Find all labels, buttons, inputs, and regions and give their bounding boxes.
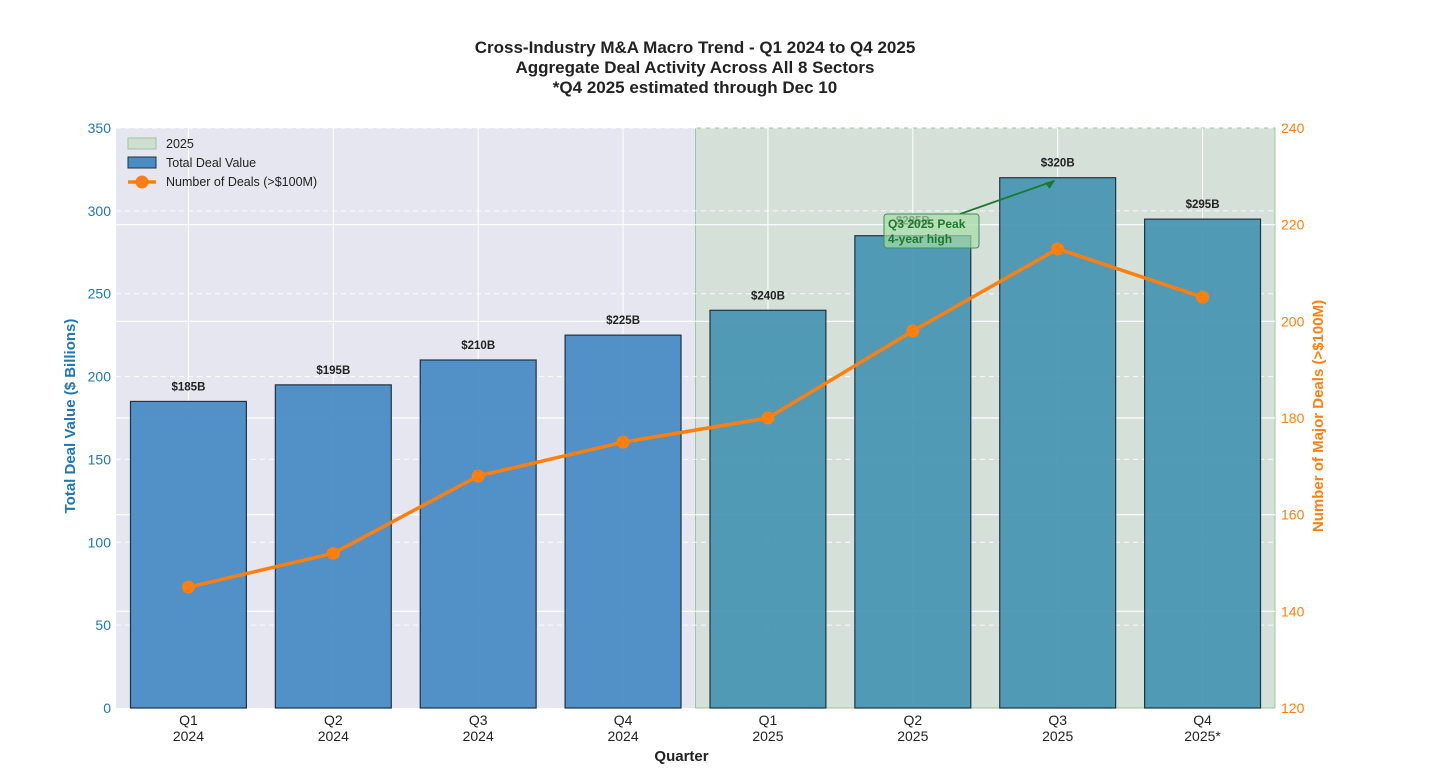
legend-label: Total Deal Value [166, 156, 256, 170]
legend-label: Number of Deals (>$100M) [166, 175, 317, 189]
deals-point-3 [471, 469, 485, 483]
annotation-arrow-line [959, 179, 1055, 215]
deals-point-8 [1196, 290, 1210, 304]
x-tick-label: 2025 [1042, 728, 1073, 744]
chart-subtitle-line: Aggregate Deal Activity Across All 8 Sec… [515, 58, 875, 77]
x-tick-label: Q4 [614, 712, 633, 728]
x-tick-label: Q1 [759, 712, 778, 728]
bar-3 [419, 359, 537, 709]
bar-6 [854, 235, 972, 709]
bar-value-label: $320B [1041, 158, 1075, 170]
x-tick-label: 2024 [607, 728, 638, 744]
bar-5 [709, 309, 827, 709]
y2-tick-label: 200 [1281, 313, 1305, 329]
legend-swatch-2025 [127, 137, 157, 150]
y-tick-label: 350 [88, 120, 112, 136]
bar-value-label: $240B [751, 290, 785, 302]
y-tick-label: 100 [88, 534, 112, 550]
y-tick-label: 300 [88, 203, 112, 219]
x-tick-label: 2025 [752, 728, 783, 744]
bar-value-label: $195B [316, 365, 350, 377]
x-tick-label: Q3 [1048, 712, 1067, 728]
annotation-arrow-head [1044, 180, 1055, 189]
y2-tick-label: 220 [1281, 217, 1305, 233]
x-tick-label: Q3 [469, 712, 488, 728]
bar-value-label: $295B [1186, 199, 1220, 211]
bar-7 [999, 177, 1117, 709]
legend-label: 2025 [166, 137, 194, 151]
y-tick-label: 150 [88, 451, 112, 467]
bar-value-label: $210B [461, 340, 495, 352]
bar-1 [129, 400, 247, 709]
y2-tick-label: 160 [1281, 507, 1305, 523]
y2-tick-label: 140 [1281, 603, 1305, 619]
deals-point-7 [1051, 242, 1065, 256]
deals-point-1 [181, 580, 195, 594]
y2-axis-label: Number of Major Deals (>$100M) [1310, 300, 1327, 532]
chart-note-line: *Q4 2025 estimated through Dec 10 [552, 78, 838, 97]
x-tick-label: 2024 [173, 728, 204, 744]
y-tick-label: 250 [88, 286, 112, 302]
x-tick-label: 2025 [897, 728, 928, 744]
deals-point-5 [761, 411, 775, 425]
x-tick-label: 2025* [1184, 728, 1221, 744]
legend-swatch-marker [135, 175, 149, 189]
chart-title-line: Cross-Industry M&A Macro Trend - Q1 2024… [474, 38, 916, 57]
y2-tick-label: 240 [1281, 120, 1305, 136]
y-axis-label: Total Deal Value ($ Billions) [62, 319, 79, 514]
x-tick-label: Q1 [179, 712, 198, 728]
x-tick-label: Q2 [324, 712, 343, 728]
x-tick-label: 2024 [318, 728, 349, 744]
x-axis-label: Quarter [654, 748, 708, 765]
y-tick-label: 200 [88, 369, 112, 385]
bar-2 [274, 384, 392, 709]
x-tick-label: Q4 [1193, 712, 1212, 728]
y2-tick-label: 120 [1281, 700, 1305, 716]
deals-point-2 [326, 546, 340, 560]
x-tick-label: Q2 [903, 712, 922, 728]
bar-value-label: $185B [171, 381, 205, 393]
legend-swatch-bar [127, 156, 157, 169]
annotation-text: Q3 2025 Peak [888, 217, 966, 231]
x-tick-label: 2024 [463, 728, 494, 744]
chart-title: Cross-Industry M&A Macro Trend - Q1 2024… [0, 38, 1390, 98]
deals-point-4 [616, 435, 630, 449]
deals-line [188, 247, 1204, 589]
y-tick-label: 50 [95, 617, 111, 633]
y-tick-label: 0 [103, 700, 111, 716]
annotation-box [883, 213, 980, 249]
deals-point-6 [906, 324, 920, 338]
bar-4 [564, 334, 682, 709]
y2-tick-label: 180 [1281, 410, 1305, 426]
bar-value-label: $225B [606, 315, 640, 327]
annotation-text: 4-year high [888, 232, 952, 246]
